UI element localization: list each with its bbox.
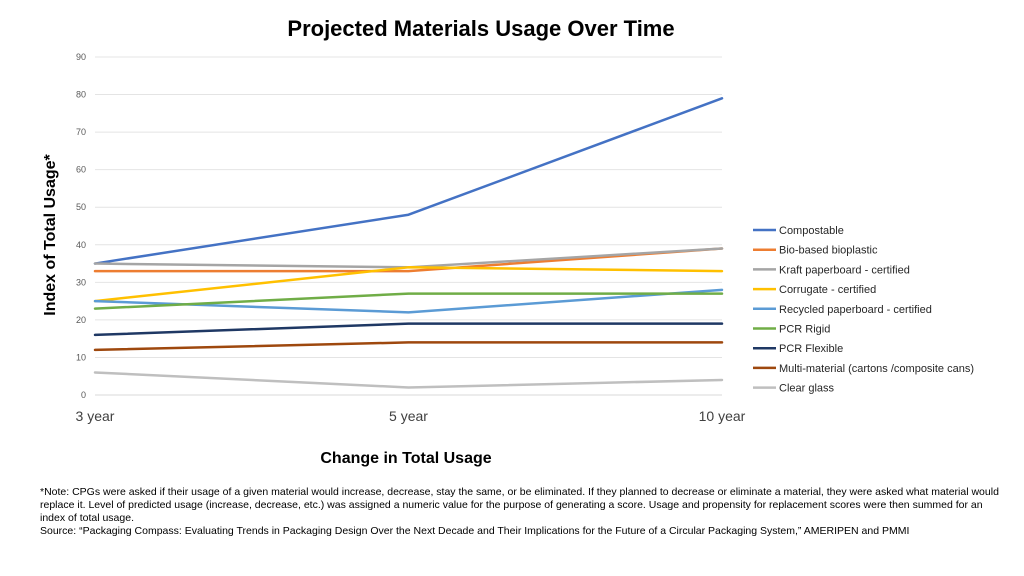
legend-item-label: Clear glass [779,383,835,395]
legend-item-label: Bio-based bioplastic [779,245,878,257]
x-tick-label: 3 year [76,408,115,424]
series-line-3 [93,266,724,303]
source-text: Source: “Packaging Compass: Evaluating T… [40,525,910,537]
y-tick-label: 80 [76,90,86,100]
series-line-6 [93,322,724,337]
y-tick-label: 30 [76,277,86,287]
legend-item-label: Kraft paperboard - certified [779,264,910,276]
x-tick-label: 10 year [699,408,746,424]
x-axis-label: Change in Total Usage [320,450,491,467]
x-tick-label: 5 year [389,408,428,424]
legend-item-label: Corrugate - certified [779,284,876,296]
y-tick-label: 10 [76,352,86,362]
y-tick-label: 0 [81,390,86,400]
y-axis-label: Index of Total Usage* [42,153,59,315]
y-tick-label: 90 [76,52,86,62]
y-tick-label: 60 [76,165,86,175]
series-line-4 [93,288,724,314]
chart-title: Projected Materials Usage Over Time [287,16,674,41]
y-tick-label: 20 [76,315,86,325]
legend-item-label: PCR Rigid [779,324,830,336]
series-line-5 [93,292,724,310]
y-tick-label: 70 [76,127,86,137]
footnote: *Note: CPGs were asked if their usage of… [40,486,1000,538]
legend-item-label: PCR Flexible [779,343,843,355]
series-line-2 [93,247,724,269]
note-text: *Note: CPGs were asked if their usage of… [40,486,999,524]
y-tick-label: 50 [76,202,86,212]
legend-item-label: Recycled paperboard - certified [779,304,932,316]
gridlines [95,56,722,396]
line-chart: Projected Materials Usage Over Time 0 10 2… [42,16,974,467]
series-line-0 [93,97,724,265]
series-line-8 [93,371,724,389]
series-line-7 [93,341,724,352]
legend: Compostable Bio-based bioplastic Kraft pap… [753,225,974,395]
legend-item-label: Compostable [779,225,844,237]
series-lines [93,97,724,389]
legend-item-label: Multi-material (cartons /composite cans) [779,363,974,375]
y-tick-label: 40 [76,240,86,250]
y-axis-ticks: 0 10 20 30 40 50 60 70 80 90 [76,52,86,400]
x-axis-ticks: 3 year 5 year 10 year [76,408,746,424]
